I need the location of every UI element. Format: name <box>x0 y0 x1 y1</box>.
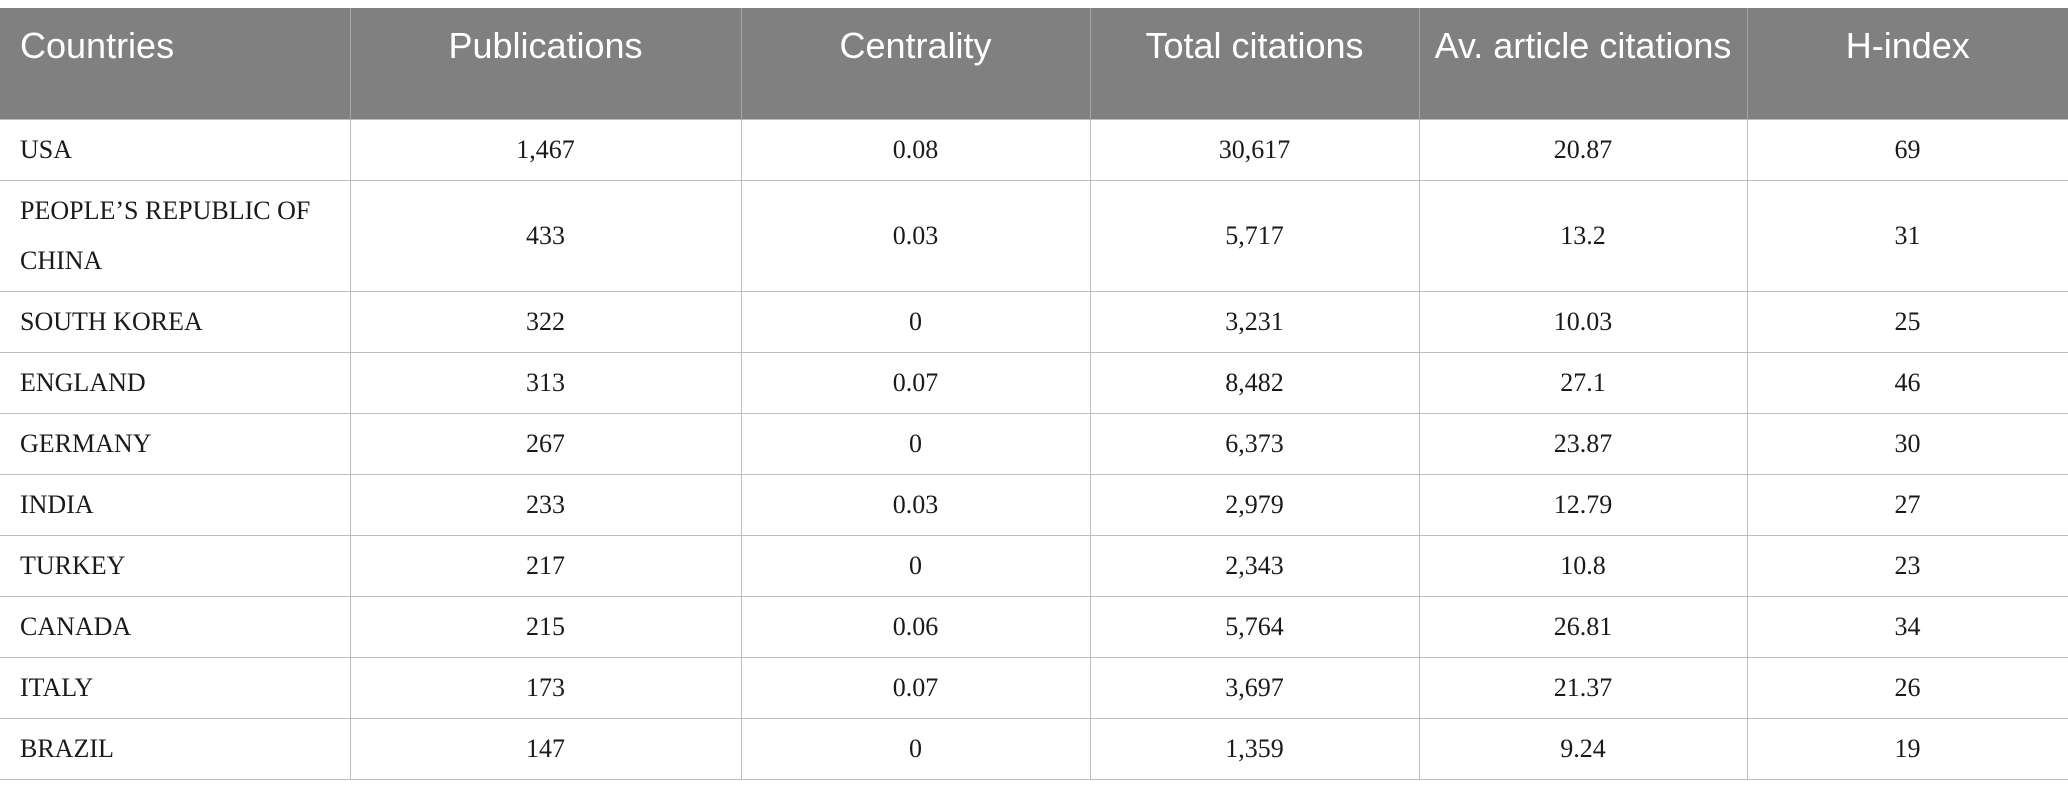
cell-centrality: 0 <box>740 412 1091 475</box>
cell-publications: 313 <box>349 351 742 414</box>
cell-av-article-citations: 27.1 <box>1418 351 1748 414</box>
cell-centrality: 0.03 <box>740 473 1091 536</box>
cell-publications: 217 <box>349 534 742 597</box>
header-centrality: Centrality <box>741 8 1091 119</box>
table-row: ITALY 173 0.07 3,697 21.37 26 <box>0 656 2068 719</box>
cell-total-citations: 5,764 <box>1089 595 1420 658</box>
cell-h-index: 34 <box>1746 595 2068 658</box>
cell-av-article-citations: 20.87 <box>1418 118 1748 181</box>
cell-country: INDIA <box>0 473 351 536</box>
cell-country: GERMANY <box>0 412 351 475</box>
cell-total-citations: 5,717 <box>1089 179 1420 292</box>
cell-av-article-citations: 9.24 <box>1418 717 1748 780</box>
cell-h-index: 30 <box>1746 412 2068 475</box>
cell-centrality: 0.07 <box>740 656 1091 719</box>
header-total-citations: Total citations <box>1090 8 1420 119</box>
table-container: Countries Publications Centrality Total … <box>0 8 2068 780</box>
cell-h-index: 23 <box>1746 534 2068 597</box>
header-h-index: H-index <box>1747 8 2068 119</box>
table-row: USA 1,467 0.08 30,617 20.87 69 <box>0 118 2068 181</box>
cell-total-citations: 3,697 <box>1089 656 1420 719</box>
cell-publications: 433 <box>349 179 742 292</box>
header-av-article-citations: Av. article citations <box>1419 8 1748 119</box>
cell-total-citations: 2,979 <box>1089 473 1420 536</box>
cell-av-article-citations: 10.8 <box>1418 534 1748 597</box>
cell-total-citations: 6,373 <box>1089 412 1420 475</box>
cell-country: PEOPLE’S REPUBLIC OF CHINA <box>0 179 351 292</box>
table-row: GERMANY 267 0 6,373 23.87 30 <box>0 412 2068 475</box>
header-publications: Publications <box>350 8 742 119</box>
cell-country: ENGLAND <box>0 351 351 414</box>
cell-centrality: 0.08 <box>740 118 1091 181</box>
cell-publications: 1,467 <box>349 118 742 181</box>
cell-publications: 147 <box>349 717 742 780</box>
cell-country: ITALY <box>0 656 351 719</box>
cell-total-citations: 8,482 <box>1089 351 1420 414</box>
cell-country: TURKEY <box>0 534 351 597</box>
cell-av-article-citations: 10.03 <box>1418 290 1748 353</box>
cell-country: CANADA <box>0 595 351 658</box>
cell-av-article-citations: 26.81 <box>1418 595 1748 658</box>
cell-publications: 322 <box>349 290 742 353</box>
table-row: TURKEY 217 0 2,343 10.8 23 <box>0 534 2068 597</box>
header-row: Countries Publications Centrality Total … <box>0 8 2068 119</box>
cell-av-article-citations: 12.79 <box>1418 473 1748 536</box>
cell-country: BRAZIL <box>0 717 351 780</box>
cell-h-index: 46 <box>1746 351 2068 414</box>
cell-h-index: 27 <box>1746 473 2068 536</box>
cell-h-index: 69 <box>1746 118 2068 181</box>
cell-publications: 267 <box>349 412 742 475</box>
header-countries: Countries <box>0 8 351 119</box>
cell-av-article-citations: 13.2 <box>1418 179 1748 292</box>
table-body: USA 1,467 0.08 30,617 20.87 69 PEOPLE’S … <box>0 118 2068 780</box>
cell-publications: 173 <box>349 656 742 719</box>
countries-table: Countries Publications Centrality Total … <box>0 8 2068 780</box>
table-header: Countries Publications Centrality Total … <box>0 8 2068 119</box>
cell-total-citations: 30,617 <box>1089 118 1420 181</box>
table-row: PEOPLE’S REPUBLIC OF CHINA 433 0.03 5,71… <box>0 179 2068 292</box>
cell-centrality: 0 <box>740 534 1091 597</box>
cell-country: SOUTH KOREA <box>0 290 351 353</box>
cell-publications: 215 <box>349 595 742 658</box>
cell-h-index: 26 <box>1746 656 2068 719</box>
cell-h-index: 31 <box>1746 179 2068 292</box>
cell-total-citations: 3,231 <box>1089 290 1420 353</box>
cell-av-article-citations: 23.87 <box>1418 412 1748 475</box>
cell-av-article-citations: 21.37 <box>1418 656 1748 719</box>
cell-centrality: 0.06 <box>740 595 1091 658</box>
table-row: SOUTH KOREA 322 0 3,231 10.03 25 <box>0 290 2068 353</box>
cell-centrality: 0.07 <box>740 351 1091 414</box>
cell-publications: 233 <box>349 473 742 536</box>
cell-total-citations: 1,359 <box>1089 717 1420 780</box>
cell-h-index: 25 <box>1746 290 2068 353</box>
cell-h-index: 19 <box>1746 717 2068 780</box>
cell-total-citations: 2,343 <box>1089 534 1420 597</box>
cell-country: USA <box>0 118 351 181</box>
table-row: CANADA 215 0.06 5,764 26.81 34 <box>0 595 2068 658</box>
cell-centrality: 0.03 <box>740 179 1091 292</box>
table-row: BRAZIL 147 0 1,359 9.24 19 <box>0 717 2068 780</box>
cell-centrality: 0 <box>740 717 1091 780</box>
cell-centrality: 0 <box>740 290 1091 353</box>
table-row: ENGLAND 313 0.07 8,482 27.1 46 <box>0 351 2068 414</box>
table-row: INDIA 233 0.03 2,979 12.79 27 <box>0 473 2068 536</box>
